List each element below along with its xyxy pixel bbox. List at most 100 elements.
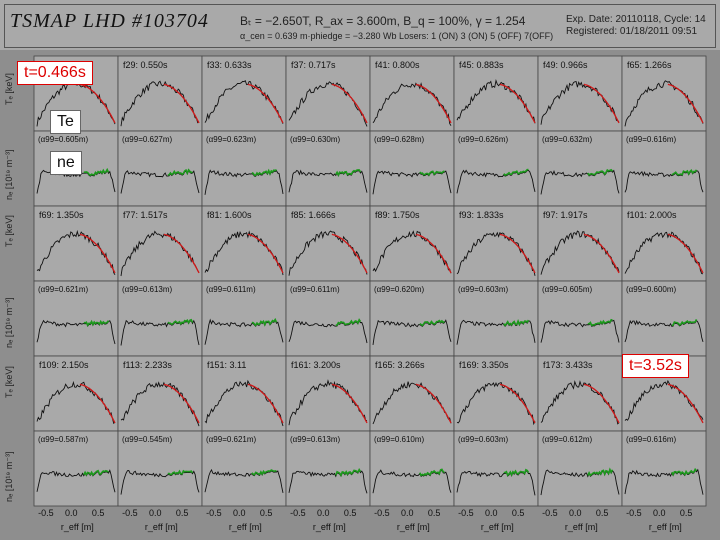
x-tick-label: 0.5: [427, 508, 441, 518]
ne-profile-5: [456, 169, 536, 194]
ne-fit-16: [83, 469, 109, 477]
te-panel-10: [201, 205, 287, 282]
ne-panel-label-0: (α99=0.605m): [38, 135, 89, 144]
annotation-te: Te: [50, 110, 81, 134]
x-tick-label: -0.5: [290, 508, 306, 518]
te-panel-18: [201, 355, 287, 432]
ne-panel-4: [369, 130, 455, 207]
te-panel-3: [285, 55, 371, 132]
te-fit-14: [583, 233, 620, 274]
ne-panel-label-23: (α99=0.616m): [626, 435, 677, 444]
te-fit-10: [247, 233, 284, 274]
te-panel-22: [537, 355, 623, 432]
ne-panel-label-10: (α99=0.611m): [206, 285, 256, 294]
ne-panel-label-17: (α99=0.545m): [122, 435, 173, 444]
annotation-end-time: t=3.52s: [622, 354, 689, 378]
te-fit-1: [163, 83, 200, 124]
ne-panel-label-5: (α99=0.626m): [458, 135, 509, 144]
te-fit-18: [247, 383, 284, 424]
te-panel-label-18: f151: 3.11: [207, 360, 246, 370]
annotation-ne: ne: [50, 151, 82, 175]
ne-fit-18: [251, 469, 277, 476]
te-panel-label-8: f69: 1.350s: [39, 210, 84, 220]
te-panel-label-7: f65: 1.266s: [627, 60, 672, 70]
ne-fit-13: [503, 318, 530, 327]
ne-fit-10: [251, 317, 278, 327]
te-panel-11: [285, 205, 371, 282]
te-profile-4: [372, 82, 452, 126]
ne-panel-label-7: (α99=0.616m): [626, 135, 677, 144]
ne-panel-label-11: (α99=0.611m): [290, 285, 340, 294]
te-panel-14: [537, 205, 623, 282]
x-axis-title: r_eff [m]: [228, 522, 262, 532]
te-panel-1: [117, 55, 203, 132]
te-fit-12: [415, 233, 452, 274]
annotation-start-time: t=0.466s: [17, 61, 93, 85]
ne-fit-22: [587, 467, 614, 477]
te-panel-21: [453, 355, 539, 432]
ne-panel-17: [117, 430, 203, 507]
x-tick-label: 0.0: [232, 508, 246, 518]
x-tick-label: 0.5: [259, 508, 273, 518]
te-panel-label-17: f113: 2.233s: [123, 360, 172, 370]
x-tick-label: -0.5: [374, 508, 390, 518]
te-panel-label-20: f165: 3.266s: [375, 360, 425, 370]
x-tick-label: -0.5: [542, 508, 558, 518]
te-panel-label-2: f33: 0.633s: [207, 60, 252, 70]
te-fit-2: [247, 83, 284, 124]
te-panel-label-19: f161: 3.200s: [291, 360, 341, 370]
x-tick-label: 0.0: [148, 508, 162, 518]
te-panel-label-4: f41: 0.800s: [375, 60, 420, 70]
ne-fit-9: [167, 318, 194, 326]
ne-fit-17: [167, 469, 194, 476]
te-fit-11: [331, 233, 368, 274]
te-fit-9: [163, 233, 200, 274]
ne-fit-14: [587, 318, 613, 327]
ne-panel-label-2: (α99=0.623m): [206, 135, 257, 144]
te-panel-label-15: f101: 2.000s: [627, 210, 677, 220]
x-tick-label: 0.0: [484, 508, 498, 518]
ne-panel-7: [621, 130, 707, 207]
ne-fit-2: [251, 168, 277, 177]
te-panel-5: [453, 55, 539, 132]
x-tick-label: 0.0: [652, 508, 666, 518]
ne-panel-label-8: (α99=0.621m): [38, 285, 89, 294]
ne-profile-4: [372, 170, 452, 195]
ne-ylabel-row3: nₑ [10¹⁹ m⁻³]: [4, 451, 14, 502]
ne-panel-16: [33, 430, 119, 507]
te-panel-7: [621, 55, 707, 132]
ne-profile-17: [120, 470, 200, 495]
te-panel-19: [285, 355, 371, 432]
ne-panel-label-9: (α99=0.613m): [122, 285, 173, 294]
x-tick-label: 0.0: [64, 508, 78, 518]
te-profile-14: [540, 230, 620, 275]
te-panel-12: [369, 205, 455, 282]
x-tick-label: 0.0: [568, 508, 582, 518]
ne-profile-18: [204, 468, 284, 493]
te-fit-23: [667, 383, 704, 424]
header-title: TSMAP LHD #103704: [10, 10, 209, 32]
te-fit-22: [583, 383, 620, 424]
ne-panel-label-4: (α99=0.628m): [374, 135, 425, 144]
te-ylabel-row1: Tₑ [keV]: [4, 73, 14, 105]
ne-profile-12: [372, 319, 452, 345]
ne-fit-4: [419, 170, 445, 177]
ne-panel-label-3: (α99=0.630m): [290, 135, 341, 144]
x-axis-title: r_eff [m]: [60, 522, 94, 532]
te-panel-label-22: f173: 3.433s: [543, 360, 593, 370]
x-tick-label: -0.5: [38, 508, 54, 518]
ne-fit-5: [503, 168, 529, 177]
te-fit-20: [415, 383, 452, 424]
ne-panel-14: [537, 280, 623, 357]
te-ylabel-row2: Tₑ [keV]: [4, 215, 14, 247]
x-axis-title: r_eff [m]: [564, 522, 598, 532]
te-profile-20: [372, 381, 452, 425]
x-tick-label: 0.5: [91, 508, 105, 518]
te-profile-13: [456, 231, 536, 276]
te-panel-label-6: f49: 0.966s: [543, 60, 588, 70]
ne-panel-label-19: (α99=0.613m): [290, 435, 341, 444]
ne-panel-21: [453, 430, 539, 507]
x-axis-title: r_eff [m]: [144, 522, 178, 532]
header-bar: TSMAP LHD #103704 Bₜ = −2.650T, R_ax = 3…: [0, 0, 720, 50]
x-tick-label: -0.5: [122, 508, 138, 518]
